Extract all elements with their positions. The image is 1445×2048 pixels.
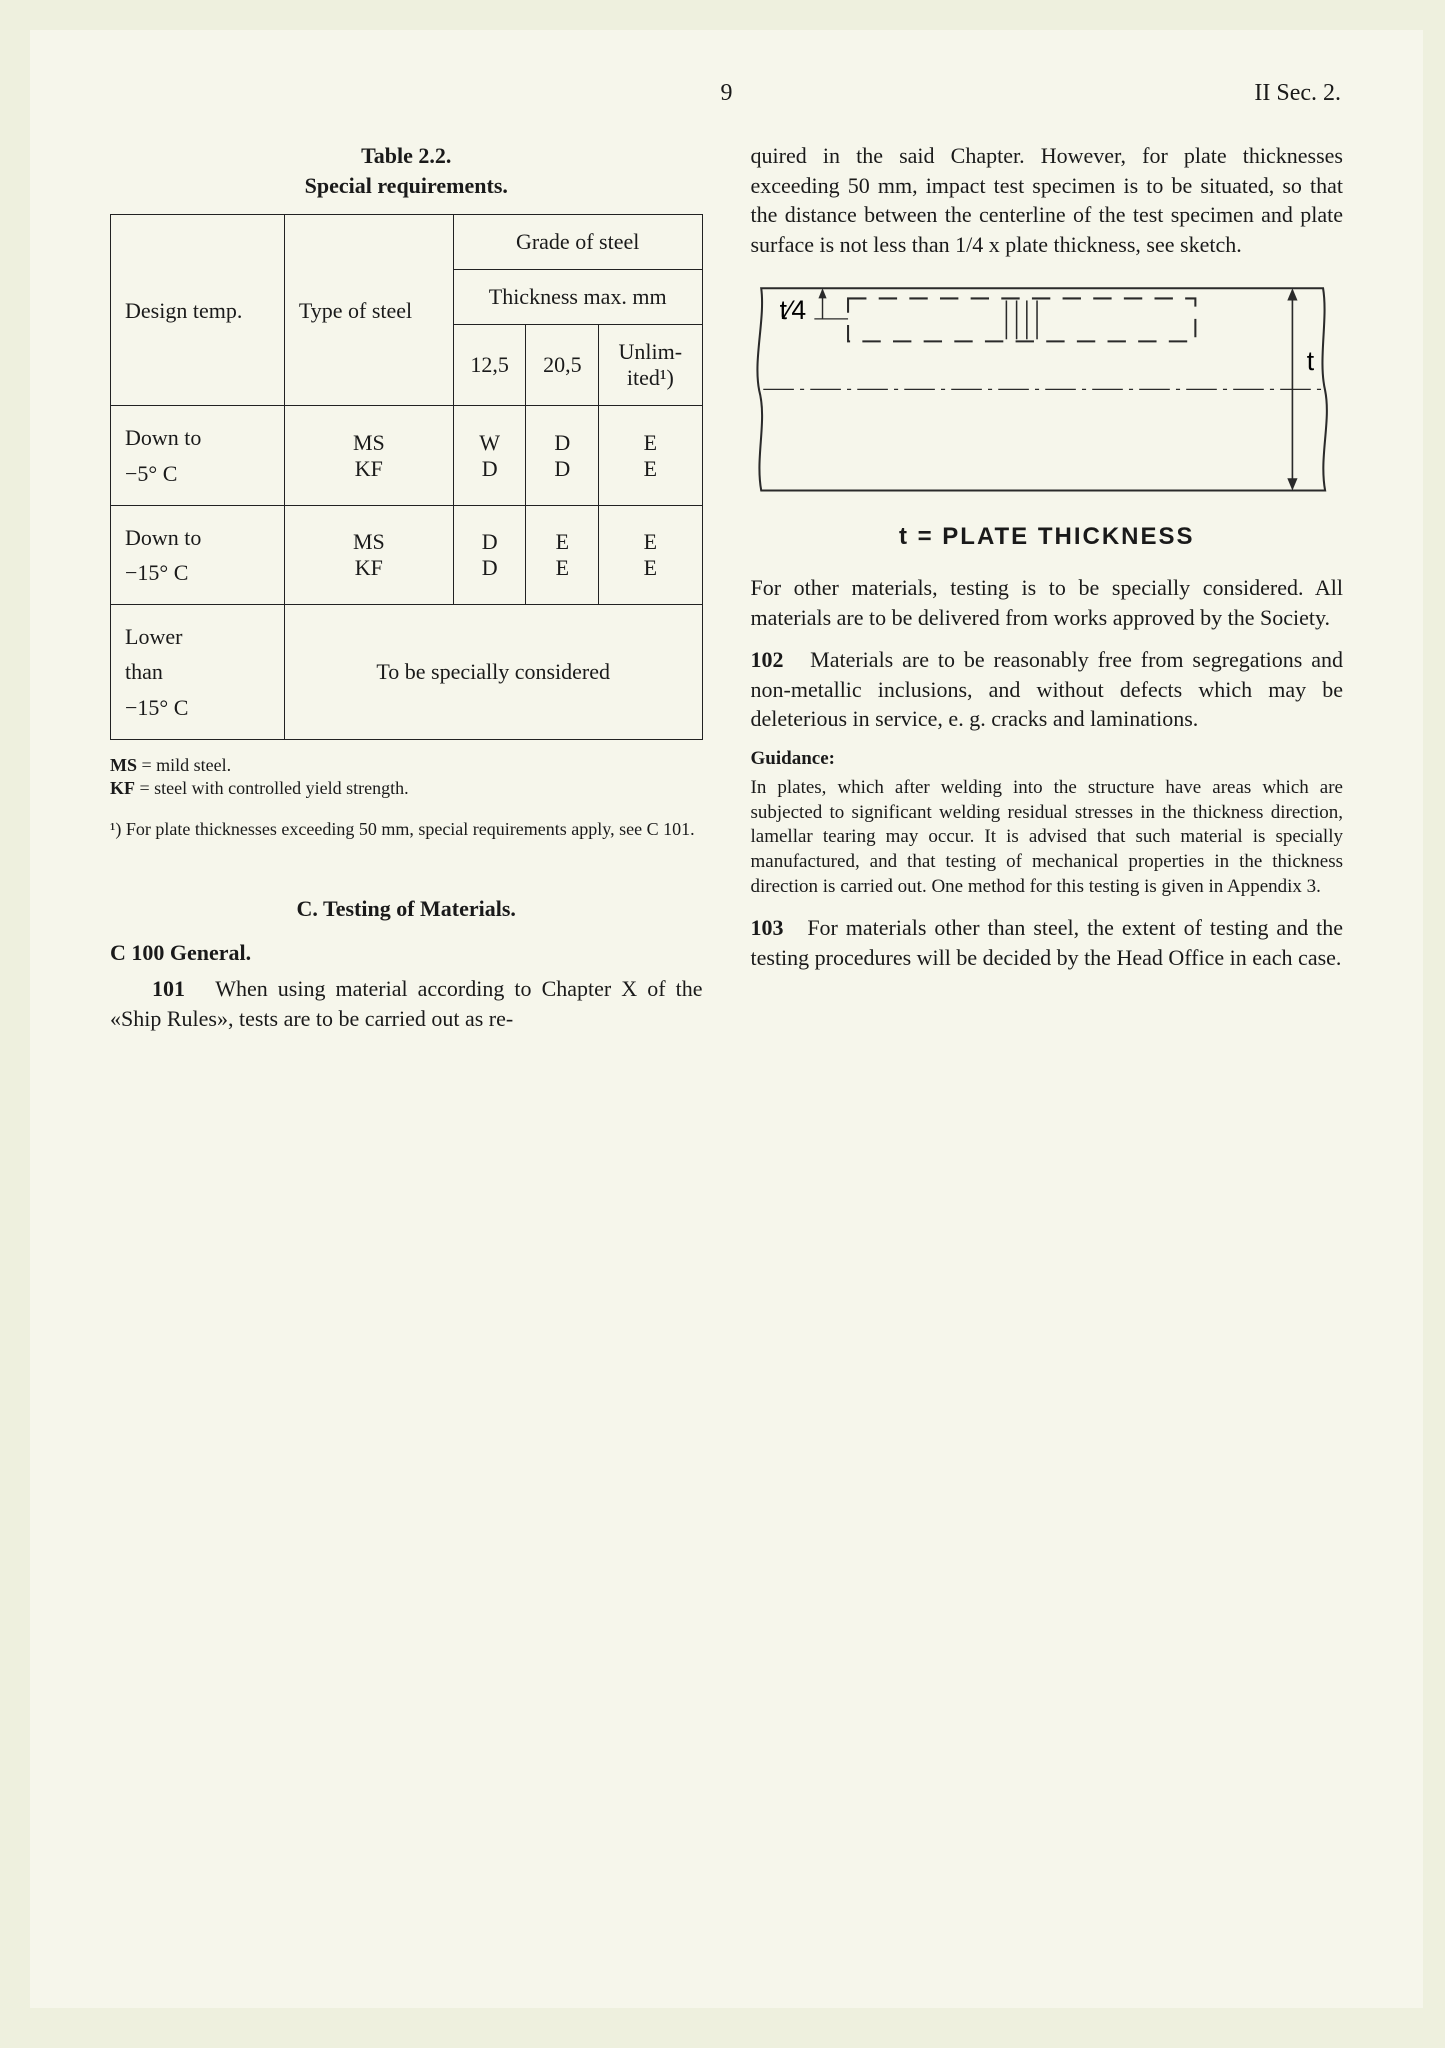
page-section: II Sec. 2. (1254, 80, 1341, 107)
th-grade: Grade of steel (453, 215, 702, 270)
plate-thickness-sketch: t⁄4 t (751, 278, 1344, 552)
page-header: 9 II Sec. 2. (110, 80, 1343, 107)
guidance-body: In plates, which after welding into the … (751, 776, 1344, 899)
table-caption-line1: Table 2.2. (361, 143, 451, 168)
para-101-right: quired in the said Chapter. However, for… (751, 141, 1344, 260)
table-caption: Table 2.2. Special requirements. (110, 141, 703, 200)
to-be-considered-cell: To be specially considered (284, 605, 702, 740)
th-type-steel: Type of steel (284, 215, 453, 406)
th-c3: Unlim- ited¹) (599, 325, 702, 406)
guidance-heading: Guidance: (751, 748, 1344, 770)
right-column: quired in the said Chapter. However, for… (751, 141, 1344, 1045)
th-thickness: Thickness max. mm (453, 270, 702, 325)
sketch-svg: t⁄4 t (751, 278, 1344, 503)
table-row: Down to −15° C MS KF D D E (111, 505, 703, 604)
table-row: Lower than −15° C To be specially consid… (111, 605, 703, 740)
table-caption-line2: Special requirements. (305, 173, 508, 198)
page: 9 II Sec. 2. Table 2.2. Special requirem… (30, 30, 1423, 2008)
page-number: 9 (721, 80, 733, 107)
sketch-t-label: t (1306, 346, 1314, 376)
table-row: Down to −5° C MS KF W D D (111, 406, 703, 505)
th-c1: 12,5 (453, 325, 526, 406)
table-legend: MS = mild steel. KF = steel with control… (110, 754, 703, 801)
section-c-heading: C. Testing of Materials. (110, 896, 703, 922)
para-101-left: 101 When using material according to Cha… (110, 974, 703, 1033)
para-103: 103 For materials other than steel, the … (751, 913, 1344, 972)
para-101-after: For other materials, testing is to be sp… (751, 573, 1344, 632)
sketch-caption: t = PLATE THICKNESS (751, 523, 1344, 551)
table-footnote: ¹) For plate thicknesses exceeding 50 mm… (110, 818, 703, 841)
sketch-t4-label: t⁄4 (779, 295, 806, 325)
para-102: 102 Materials are to be reasonably free … (751, 645, 1344, 734)
scan-background: 9 II Sec. 2. Table 2.2. Special requirem… (0, 0, 1445, 2048)
th-design-temp: Design temp. (111, 215, 285, 406)
th-c2: 20,5 (526, 325, 599, 406)
special-requirements-table: Design temp. Type of steel Grade of stee… (110, 214, 703, 739)
sub-c100: C 100 General. (110, 940, 703, 966)
left-column: Table 2.2. Special requirements. Design … (110, 141, 703, 1045)
